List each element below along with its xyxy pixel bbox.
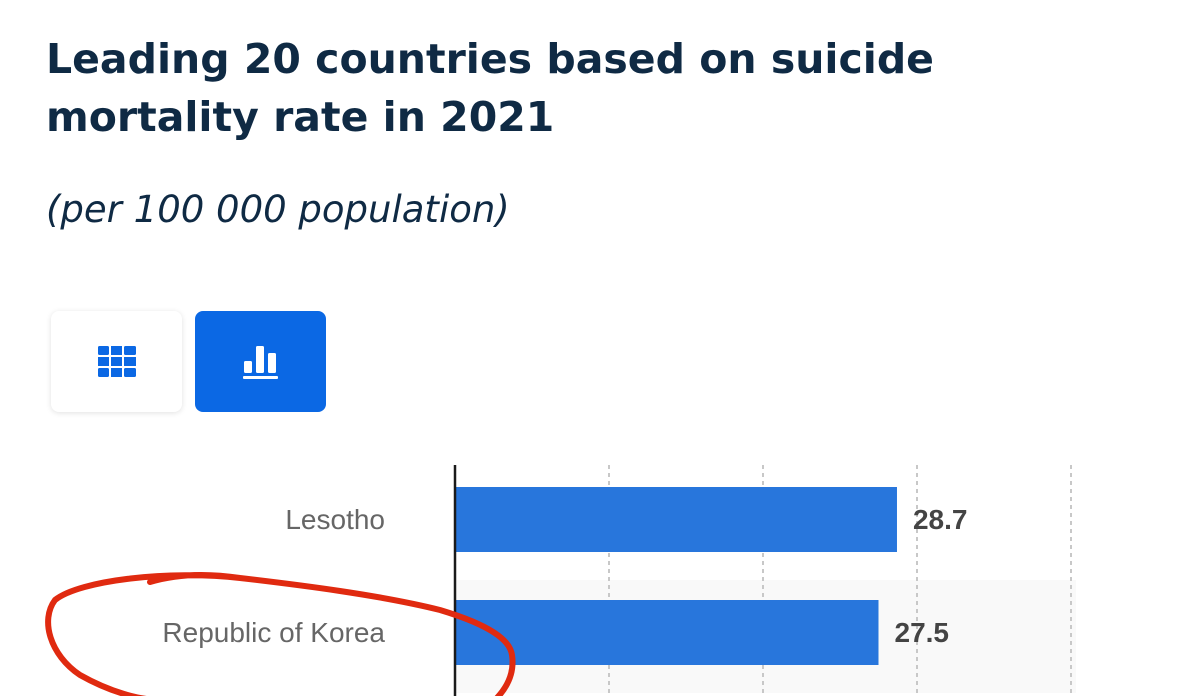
category-label: Lesotho [285, 504, 385, 535]
grid-table-icon [97, 346, 136, 377]
bar-republic-of-korea[interactable] [455, 600, 879, 665]
data-label: 28.7 [913, 504, 968, 535]
chart-view-button[interactable] [195, 311, 326, 412]
table-view-button[interactable] [51, 311, 182, 412]
chart-subtitle: (per 100 000 population) [46, 188, 510, 231]
annotation-circle [45, 572, 516, 696]
category-label: Republic of Korea [162, 617, 385, 648]
chart-title: Leading 20 countries based on suicide mo… [46, 35, 934, 141]
data-label: 27.5 [895, 617, 950, 648]
bar-chart-icon [242, 345, 278, 379]
bar-lesotho[interactable] [455, 487, 897, 552]
bar-chart: Lesotho 28.7 Republic of Korea 27.5 [45, 465, 1076, 696]
